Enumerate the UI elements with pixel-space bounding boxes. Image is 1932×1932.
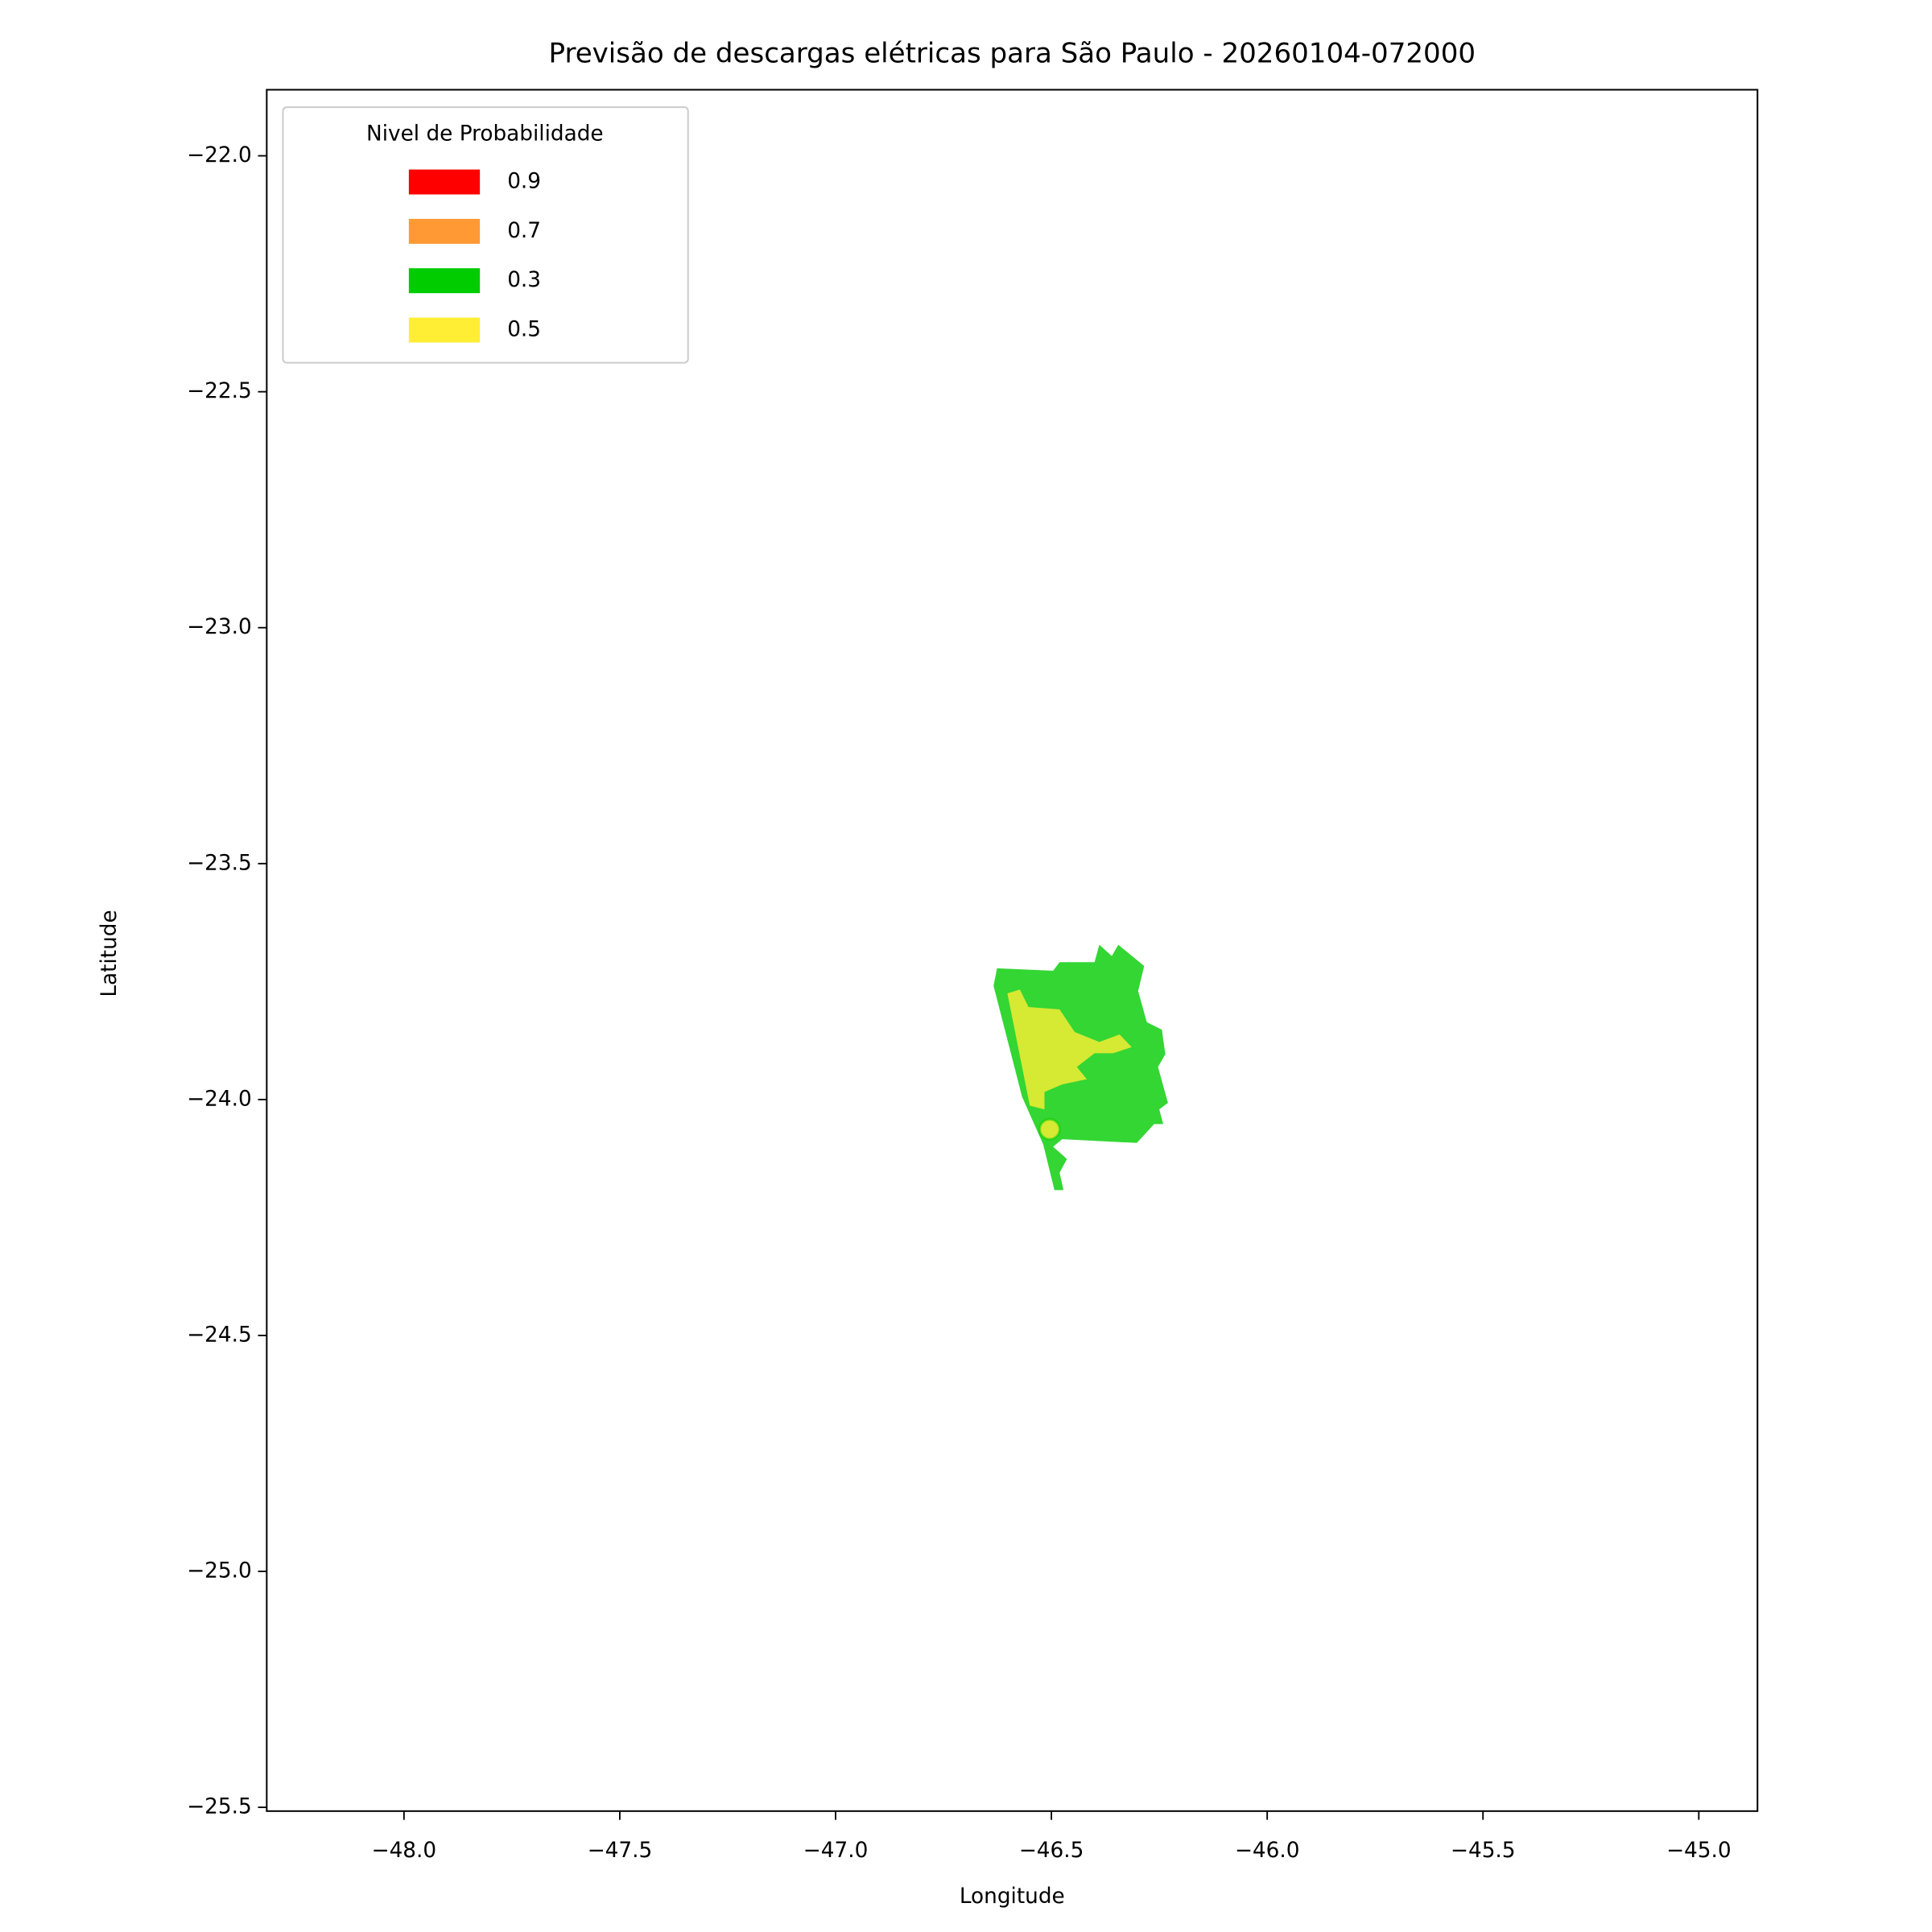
axes: −48.0 −47.5 −47.0 −46.5 −46.0 −45.5 −45.0 −22.0… <box>187 143 1731 1863</box>
x-tick-label: −47.5 <box>588 1839 653 1863</box>
probability-point <box>1038 1117 1061 1141</box>
x-tick-label: −46.5 <box>1019 1839 1084 1863</box>
probability-region <box>1007 989 1132 1110</box>
y-tick-label: −25.0 <box>187 1559 252 1583</box>
y-tick-label: −24.0 <box>187 1087 252 1111</box>
x-tick-label: −48.0 <box>372 1839 437 1863</box>
y-axis-label: Latitude <box>97 910 122 997</box>
legend-swatch <box>408 268 481 294</box>
legend: Nivel de Probabilidade 0.9 0.7 0.3 0.5 <box>282 106 689 364</box>
legend-swatch <box>408 218 481 244</box>
y-tick-label: −22.5 <box>187 379 252 403</box>
y-tick-label: −22.0 <box>187 143 252 167</box>
x-tick-label: −47.0 <box>803 1839 869 1863</box>
x-axis-label: Longitude <box>960 1885 1065 1909</box>
x-tick-label: −46.0 <box>1235 1839 1300 1863</box>
regions <box>993 944 1168 1191</box>
legend-swatch <box>408 317 481 343</box>
x-tick-label: −45.5 <box>1451 1839 1516 1863</box>
chart-title: Previsão de descargas elétricas para São… <box>549 38 1476 70</box>
legend-label: 0.9 <box>507 170 541 194</box>
legend-label: 0.5 <box>507 318 541 342</box>
probability-region <box>993 944 1168 1191</box>
legend-box <box>282 106 689 364</box>
plot-frame <box>266 89 1759 1812</box>
y-tick-label: −24.5 <box>187 1323 252 1347</box>
x-tick-label: −45.0 <box>1666 1839 1732 1863</box>
y-tick-label: −23.0 <box>187 615 252 639</box>
legend-label: 0.7 <box>507 219 541 243</box>
y-tick-label: −25.5 <box>187 1795 252 1819</box>
legend-label: 0.3 <box>507 268 541 292</box>
legend-swatch <box>408 169 481 195</box>
y-tick-label: −23.5 <box>187 851 252 875</box>
legend-title: Nivel de Probabilidade <box>366 122 604 147</box>
